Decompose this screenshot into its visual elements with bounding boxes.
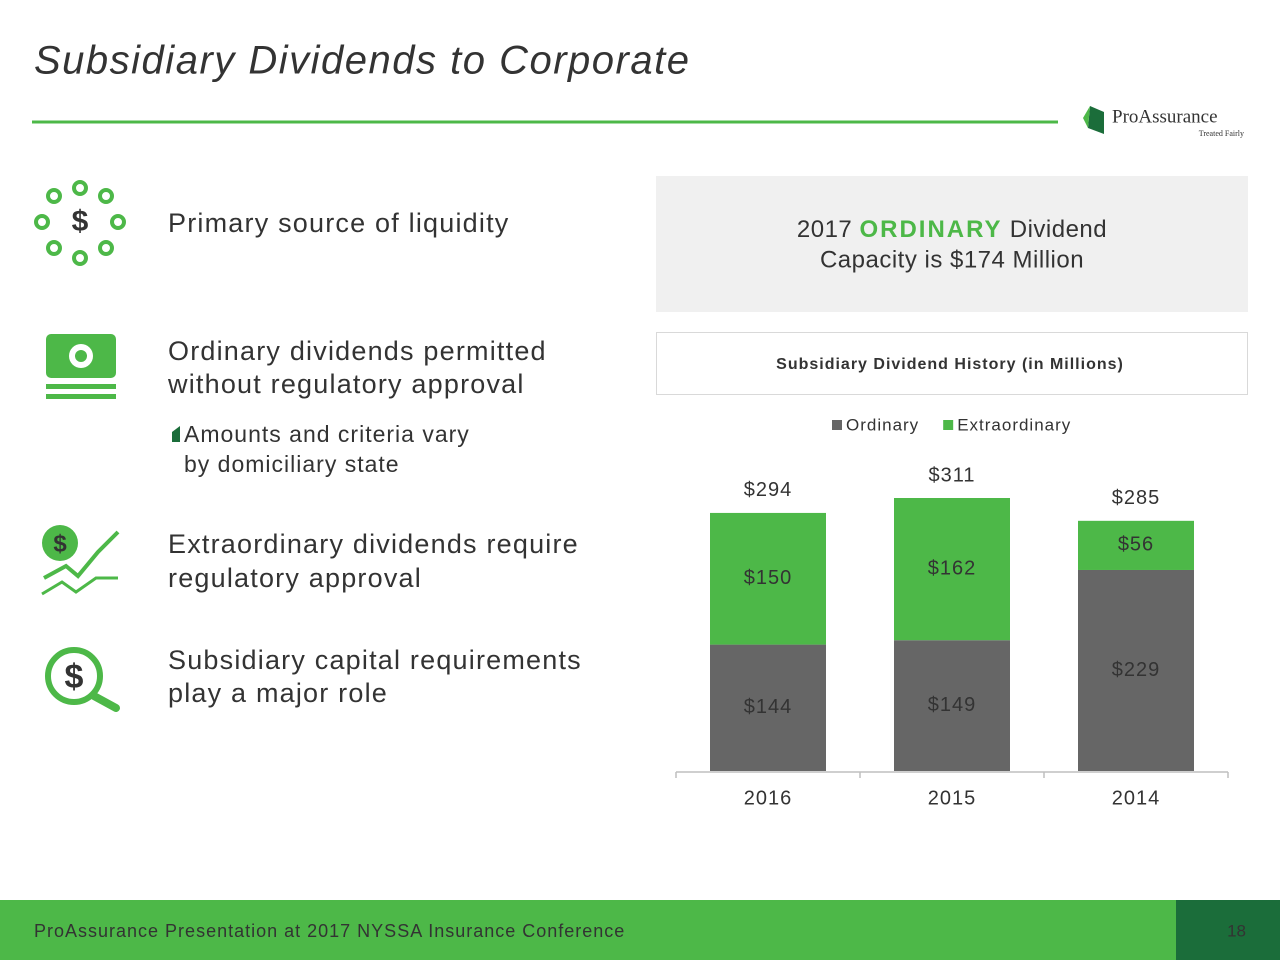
icon-growth: $ <box>41 525 120 596</box>
value-label: $56 <box>1118 534 1154 556</box>
callout-box <box>656 176 1248 312</box>
total-label: $294 <box>744 479 793 501</box>
footer-text: ProAssurance Presentation at 2017 NYSSA … <box>34 921 625 941</box>
value-label: $229 <box>1112 659 1161 681</box>
point-text: Subsidiary capital requirements <box>168 645 582 675</box>
bar-segment <box>894 640 1010 771</box>
value-label: $149 <box>928 694 977 716</box>
point-text: without regulatory approval <box>167 369 525 399</box>
icon-search: $ <box>45 647 120 712</box>
point-text: Primary source of liquidity <box>168 208 510 238</box>
svg-text:$: $ <box>72 205 89 238</box>
callout-lead: 2017 <box>797 216 852 243</box>
x-tick-label: 2014 <box>1112 787 1161 809</box>
callout-line: Capacity is $174 Million <box>820 246 1084 273</box>
point-text: Extraordinary dividends require <box>168 529 579 559</box>
point-text: play a major role <box>168 678 388 708</box>
bar-segment <box>1078 569 1194 771</box>
callout-tail: Dividend <box>1010 216 1107 243</box>
svg-text:$: $ <box>65 658 84 696</box>
chart: Ordinary Extraordinary $144 $150 $294 2016 $14… <box>675 415 1229 809</box>
chart-title-box <box>656 332 1248 395</box>
total-label: $311 <box>928 464 975 486</box>
callout-highlight: ORDINARY <box>859 216 1002 243</box>
slide-title: Subsidiary Dividends to Corporate <box>34 39 690 83</box>
point-text: regulatory approval <box>168 563 422 593</box>
x-tick-label: 2015 <box>928 787 977 809</box>
legend-swatch <box>832 420 842 430</box>
footer-band <box>0 900 1280 960</box>
legend-label: Extraordinary <box>957 415 1071 434</box>
point-text: Ordinary dividends permitted <box>168 336 547 366</box>
icon-network: $ <box>34 180 126 266</box>
footer-page-box <box>1176 900 1280 960</box>
legend-swatch <box>943 420 954 430</box>
sub-bullet <box>172 426 180 442</box>
sub-point-text: Amounts and criteria vary <box>184 421 470 447</box>
x-tick-label: 2016 <box>744 787 793 809</box>
value-label: $150 <box>744 567 793 589</box>
bar-segment <box>894 498 1010 641</box>
value-label: $162 <box>928 557 977 579</box>
logo-tagline: Treated Fairly <box>1199 129 1244 138</box>
total-label: $285 <box>1112 487 1161 509</box>
logo: ProAssurance Treated Fairly <box>1083 106 1244 138</box>
chart-title: Subsidiary Dividend History (in Millions… <box>776 356 1124 373</box>
svg-text:$: $ <box>53 530 67 557</box>
icon-cash <box>46 334 116 399</box>
logo-name: ProAssurance <box>1112 106 1218 127</box>
page-number: 18 <box>1227 921 1246 940</box>
callout-line: 2017 ORDINARY Dividend <box>797 216 1107 243</box>
legend-label: Ordinary <box>846 415 919 434</box>
bar-segment <box>1078 520 1194 570</box>
bar-segment <box>710 512 826 645</box>
sub-point-text: by domiciliary state <box>184 451 400 477</box>
value-label: $144 <box>744 696 793 718</box>
bar-segment <box>710 644 826 771</box>
